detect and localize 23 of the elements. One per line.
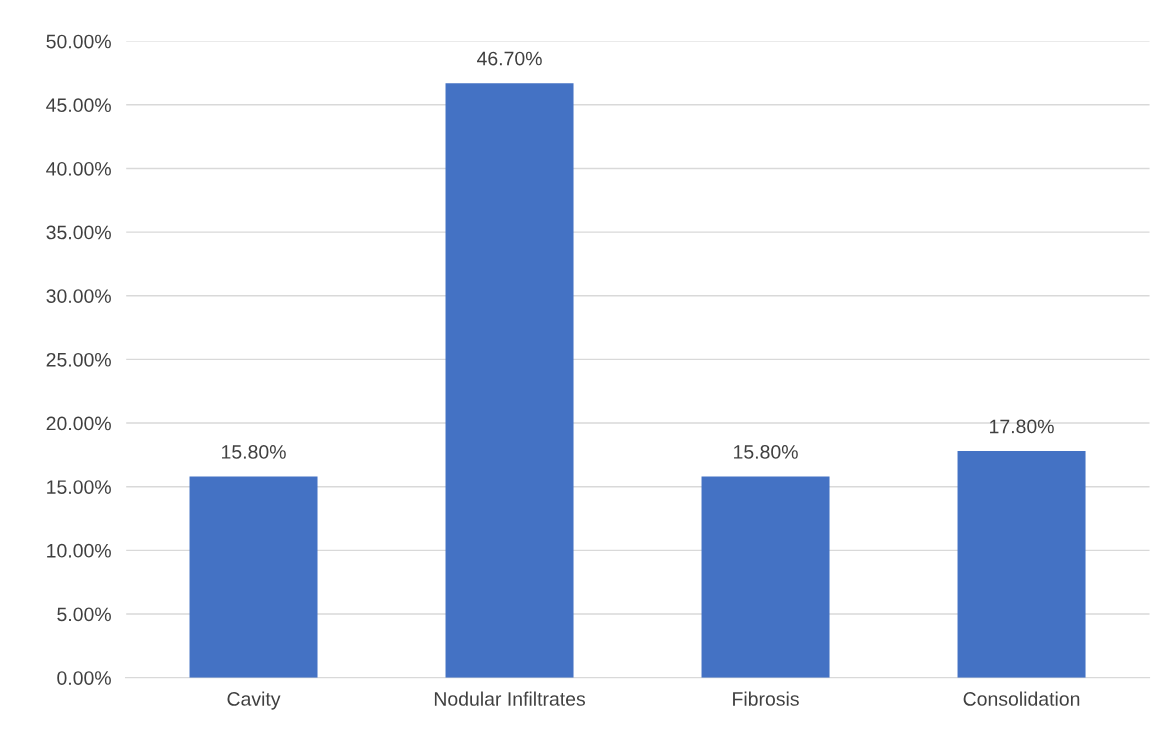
data-label: 46.70% bbox=[477, 51, 542, 66]
y-tick-label: 0.00% bbox=[57, 671, 111, 685]
y-tick-label: 30.00% bbox=[46, 289, 111, 303]
data-label: 15.80% bbox=[734, 445, 798, 459]
y-tick-label: 15.00% bbox=[47, 480, 111, 494]
bar bbox=[445, 83, 574, 678]
y-tick-label: 25.00% bbox=[46, 352, 111, 367]
y-tick-label: 5.00% bbox=[57, 607, 111, 622]
x-tick-label: Fibrosis bbox=[733, 691, 799, 706]
x-tick-label: Consolidation bbox=[963, 691, 1080, 706]
y-tick-label: 50.00% bbox=[46, 34, 111, 49]
data-label: 17.80% bbox=[990, 419, 1054, 434]
x-tick-label: Nodular Infiltrates bbox=[434, 691, 586, 706]
x-tick-label: Cavity bbox=[227, 691, 281, 710]
y-tick-label: 45.00% bbox=[46, 98, 111, 113]
y-tick-label: 10.00% bbox=[47, 543, 111, 558]
y-tick-label: 35.00% bbox=[46, 225, 111, 240]
bar bbox=[957, 451, 1086, 678]
bar bbox=[189, 476, 318, 678]
bar bbox=[701, 476, 830, 678]
y-tick-label: 40.00% bbox=[46, 161, 111, 176]
y-tick-label: 20.00% bbox=[46, 416, 111, 431]
data-label: 15.80% bbox=[222, 445, 286, 459]
